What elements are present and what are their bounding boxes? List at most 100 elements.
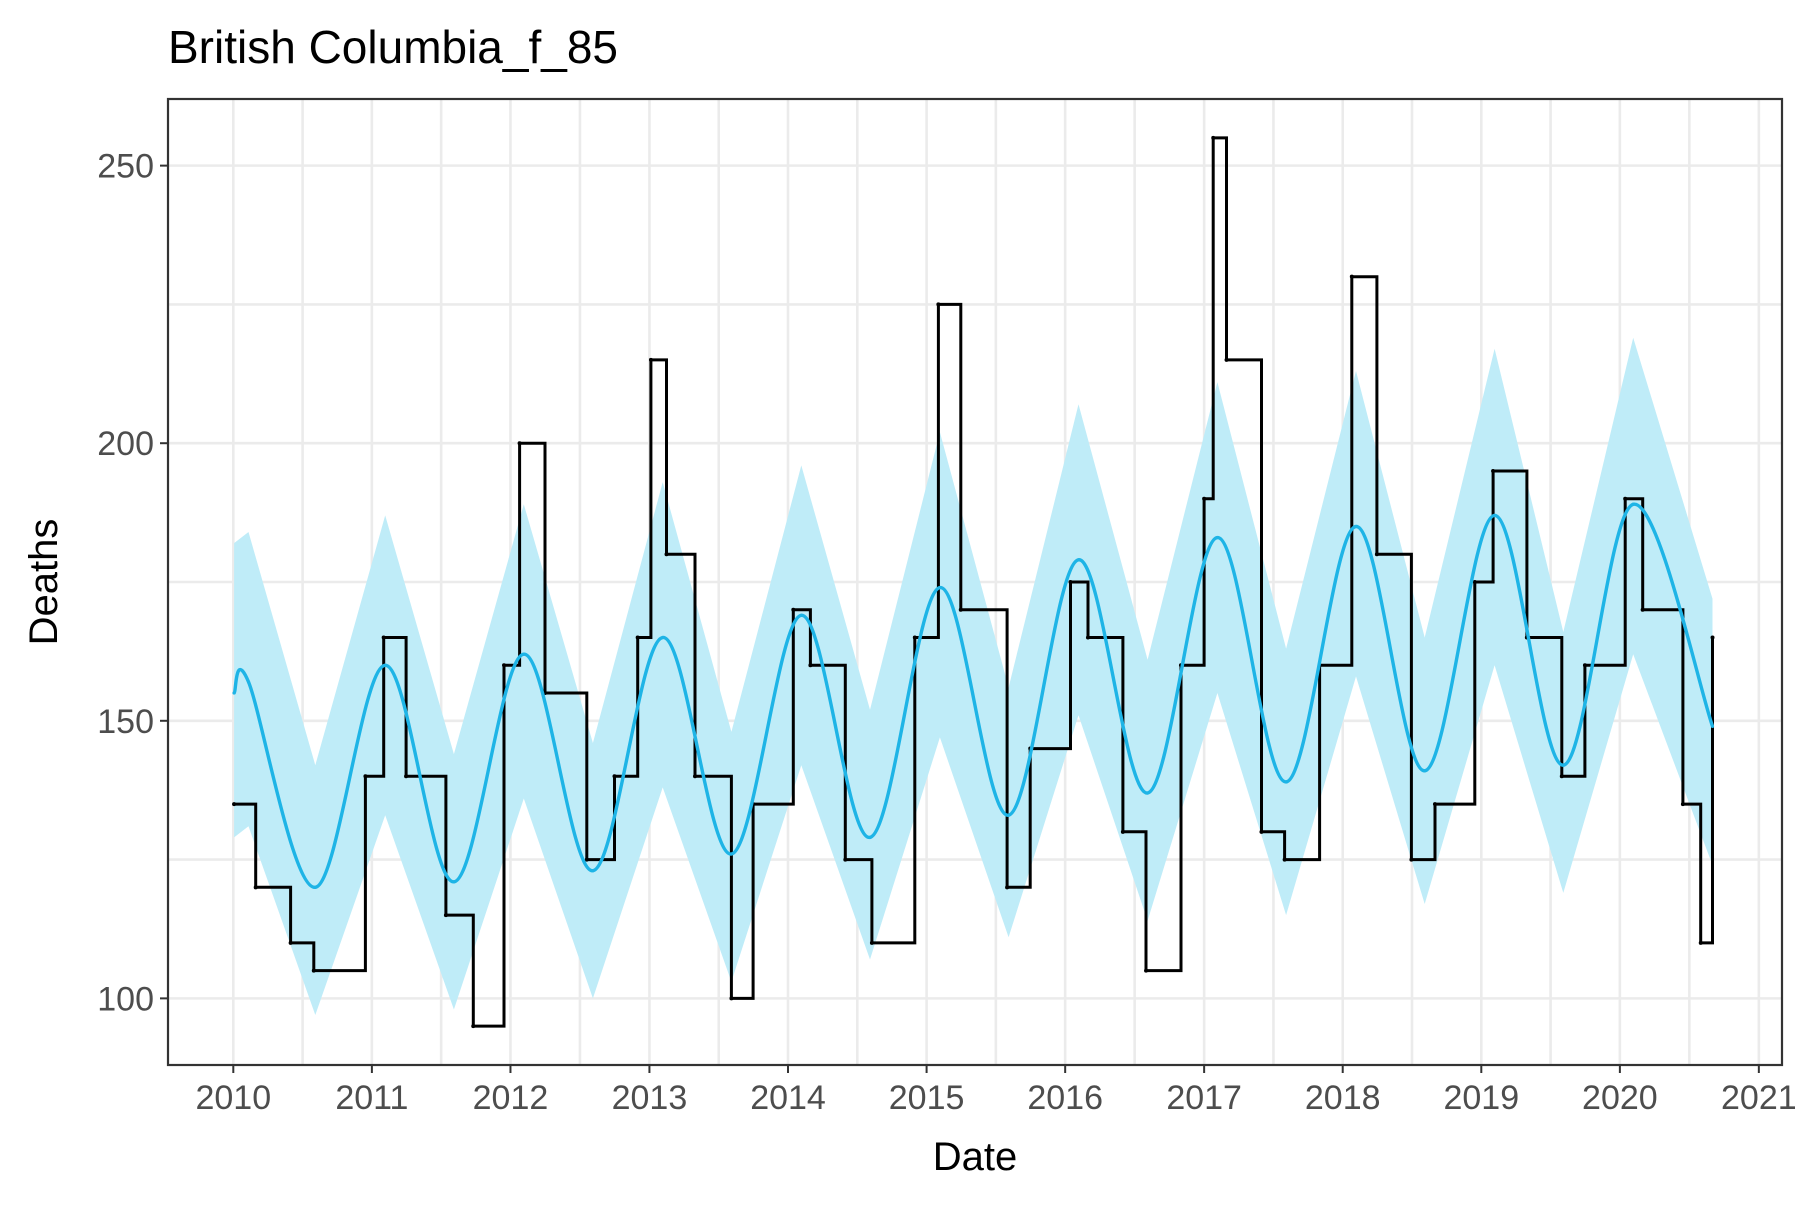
fitted-point: [452, 880, 456, 884]
observed-point: [912, 635, 917, 640]
observed-point: [1491, 468, 1496, 473]
observed-point: [1085, 635, 1090, 640]
observed-point: [648, 357, 653, 362]
observed-point: [1374, 552, 1379, 557]
observed-point: [1623, 496, 1628, 501]
observed-point: [1559, 774, 1564, 779]
fitted-point: [232, 691, 236, 695]
fitted-point: [1145, 791, 1150, 795]
observed-point: [1409, 857, 1414, 862]
observed-point: [635, 635, 640, 640]
x-tick-label: 2013: [612, 1079, 688, 1117]
observed-point: [791, 607, 796, 612]
x-tick-label: 2018: [1305, 1079, 1381, 1117]
fitted-point: [591, 869, 595, 873]
x-axis-title: Date: [933, 1135, 1018, 1179]
observed-deaths-line: [234, 136, 1714, 1028]
observed-point: [232, 802, 237, 807]
observed-point: [1224, 357, 1229, 362]
observed-point: [1144, 968, 1149, 973]
fitted-point: [799, 613, 803, 617]
y-tick-label: 100: [97, 980, 154, 1018]
observed-point: [1282, 857, 1287, 862]
confidence-band: [234, 337, 1713, 1015]
fitted-point: [522, 652, 526, 656]
fitted-point: [1631, 502, 1635, 506]
y-tick-label: 250: [97, 148, 154, 186]
fitted-point: [1076, 558, 1081, 562]
observed-point: [1432, 802, 1437, 807]
observed-point: [869, 940, 874, 945]
fitted-point: [1007, 813, 1011, 817]
x-tick-label: 2020: [1582, 1079, 1658, 1117]
y-axis-ticks: 100 150 200 250: [97, 148, 168, 1018]
fitted-deaths-curve: [232, 502, 1715, 889]
fitted-point: [1284, 780, 1288, 784]
observed-point: [1640, 607, 1645, 612]
y-tick-label: 200: [97, 425, 154, 463]
fitted-series-layer: [232, 502, 1715, 889]
observed-point: [1710, 635, 1715, 640]
observed-point: [1680, 802, 1685, 807]
observed-point: [612, 774, 617, 779]
observed-point: [1259, 829, 1264, 834]
observed-point: [1698, 940, 1703, 945]
observed-point: [958, 607, 963, 612]
observed-point: [1202, 496, 1207, 501]
x-tick-label: 2010: [195, 1079, 271, 1117]
observed-point: [1005, 885, 1010, 890]
x-tick-label: 2012: [473, 1079, 549, 1117]
x-axis-ticks: 2010 2011 2012 2013 2014 2015 2016 2017 2018 2019…: [195, 1065, 1797, 1117]
observed-point: [404, 774, 409, 779]
observed-point: [381, 635, 386, 640]
chart-title: British Columbia_f_85: [168, 21, 618, 73]
observed-point: [253, 885, 258, 890]
x-tick-label: 2015: [889, 1079, 965, 1117]
fitted-point: [246, 680, 251, 684]
fitted-point: [1354, 524, 1358, 529]
y-axis-title: Deaths: [22, 519, 66, 646]
observed-point: [1349, 274, 1354, 279]
observed-point: [664, 552, 669, 557]
observed-point: [936, 302, 941, 307]
confidence-band-layer: [234, 337, 1713, 1015]
observed-point: [1120, 829, 1125, 834]
fitted-point: [938, 585, 942, 590]
observed-point: [1068, 580, 1073, 584]
fitted-point: [1423, 769, 1427, 773]
observed-point: [471, 1024, 476, 1029]
observed-point: [311, 968, 316, 973]
observed-point: [1582, 663, 1587, 668]
fitted-point: [1215, 535, 1220, 540]
observed-point: [288, 940, 293, 945]
panel-border: [166, 97, 1784, 1067]
fitted-point: [313, 885, 317, 889]
observed-series-layer: [232, 135, 1715, 1029]
observed-point: [584, 857, 589, 862]
observed-point: [808, 663, 813, 668]
x-tick-label: 2011: [335, 1079, 408, 1117]
fitted-point: [1561, 763, 1565, 767]
x-tick-label: 2019: [1443, 1079, 1519, 1117]
fitted-point: [383, 663, 387, 667]
fitted-point: [1492, 513, 1497, 517]
observed-point: [692, 774, 697, 779]
x-tick-label: 2014: [750, 1079, 826, 1117]
observed-point: [1211, 135, 1216, 140]
observed-point: [363, 774, 368, 779]
fitted-point: [868, 835, 872, 839]
observed-point: [502, 663, 507, 668]
observed-point: [1472, 580, 1477, 584]
fitted-point: [661, 635, 665, 640]
x-tick-label: 2021: [1721, 1079, 1797, 1117]
fitted-point: [729, 852, 734, 856]
observed-point: [843, 857, 848, 862]
y-tick-label: 150: [97, 703, 154, 741]
observed-point: [517, 441, 522, 446]
observed-point: [443, 913, 448, 918]
observed-point: [729, 996, 734, 1001]
fitted-point: [1710, 724, 1715, 728]
x-tick-label: 2017: [1166, 1079, 1242, 1117]
